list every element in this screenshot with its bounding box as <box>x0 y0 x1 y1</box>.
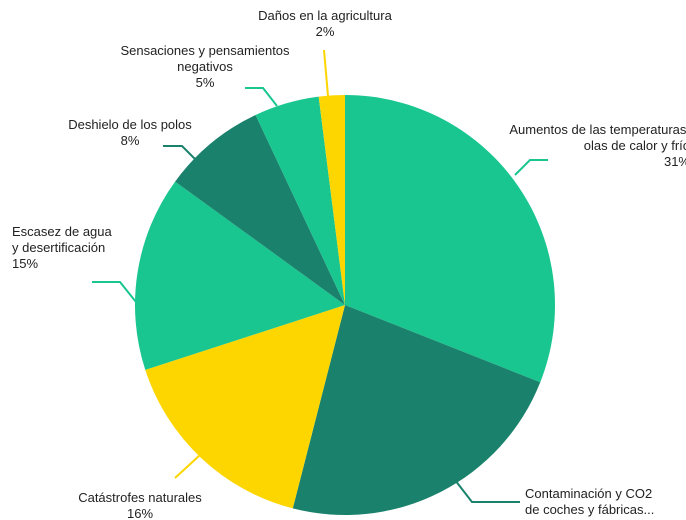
pie-slice <box>292 305 541 515</box>
category-label: Contaminación y CO2 de coches y fábricas… <box>525 486 655 517</box>
category-label: Escasez de agua y desertificación <box>12 224 112 255</box>
value-label: 15% <box>12 256 39 271</box>
pie-slice <box>318 95 345 305</box>
slice-label: Sensaciones y pensamientos negativos 5% <box>95 43 315 91</box>
value-label: 31% <box>663 154 686 169</box>
slice-label: Catástrofes naturales 16% <box>40 490 240 520</box>
leader-line <box>174 454 201 479</box>
category-label: Deshielo de los polos <box>68 117 192 132</box>
leader-line <box>245 87 278 107</box>
leader-line <box>514 159 548 176</box>
leader-line <box>163 145 199 163</box>
pie-slice <box>345 95 555 383</box>
slice-label: Deshielo de los polos 8% <box>40 117 220 149</box>
leader-line <box>92 281 137 303</box>
slice-label: Contaminación y CO2 de coches y fábricas… <box>525 486 685 518</box>
slice-label: Daños en la agricultura 2% <box>225 8 425 40</box>
pie-slice <box>145 305 345 509</box>
value-label: 2% <box>315 24 335 39</box>
slice-label: Escasez de agua y desertificación 15% <box>12 224 152 272</box>
pie-slice <box>175 114 345 305</box>
value-label: 8% <box>120 133 140 148</box>
category-label: Daños en la agricultura <box>258 8 392 23</box>
leader-line <box>454 479 520 503</box>
slice-label: Aumentos de las temperaturas, olas de ca… <box>470 122 686 170</box>
value-label: 5% <box>195 75 215 90</box>
category-label: Sensaciones y pensamientos negativos <box>120 43 290 74</box>
category-label: Catástrofes naturales <box>78 490 202 505</box>
pie-slice <box>255 96 345 305</box>
pie-slice <box>135 181 345 370</box>
value-label: 16% <box>126 506 154 520</box>
leader-line <box>323 49 329 97</box>
category-label: Aumentos de las temperaturas, olas de ca… <box>509 122 686 153</box>
